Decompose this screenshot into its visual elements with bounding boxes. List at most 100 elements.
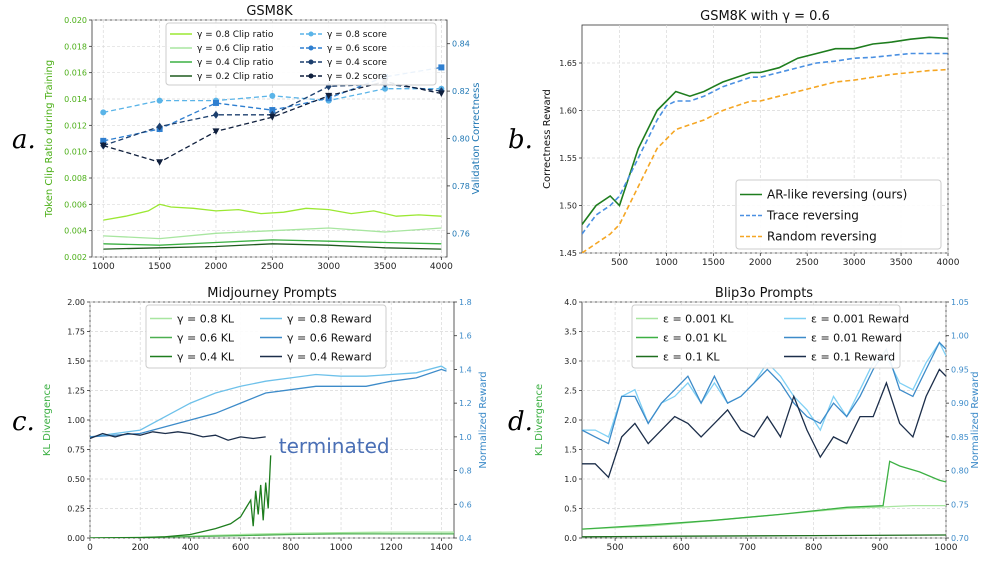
y-tick-label: 2.00 xyxy=(67,298,85,307)
legend-box xyxy=(631,304,901,369)
chart-title: Midjourney Prompts xyxy=(207,286,337,301)
legend-label: γ = 0.6 Clip ratio xyxy=(197,44,274,54)
legend-label: ε = 0.001 Reward xyxy=(811,312,909,325)
y-right-axis-label: Normalized Reward xyxy=(970,371,981,468)
y-tick-label: 2.0 xyxy=(564,416,577,425)
data-point-0-6-score xyxy=(100,137,107,144)
legend-label: γ = 0.4 Clip ratio xyxy=(197,58,274,68)
legend-label: AR-like reversing (ours) xyxy=(767,188,907,202)
legend-label: γ = 0.4 KL xyxy=(177,350,235,363)
series-line-0-2-clip-ratio xyxy=(103,243,442,250)
y-right-tick-label: 0.80 xyxy=(452,135,470,144)
y-right-tick-label: 1.4 xyxy=(459,365,472,374)
y-tick-label: 0.0 xyxy=(564,534,577,543)
legend-marker xyxy=(308,31,314,37)
data-point-0-8-score xyxy=(269,92,276,99)
panel-label-c: c. xyxy=(12,407,35,437)
panel-label-a: a. xyxy=(12,125,36,155)
legend-label: γ = 0.8 score xyxy=(327,30,387,40)
series-line-0-8-reward xyxy=(90,365,447,438)
y-right-tick-label: 0.85 xyxy=(951,433,969,442)
y-tick-label: 1.50 xyxy=(559,202,577,211)
x-tick-label: 4000 xyxy=(937,258,960,268)
data-point-0-4-score xyxy=(212,110,219,119)
y-tick-label: 4.0 xyxy=(564,298,577,307)
legend-label: γ = 0.6 Reward xyxy=(287,331,372,344)
x-tick-label: 3500 xyxy=(890,258,913,268)
series-line-0-1-reward xyxy=(582,368,946,479)
y-right-tick-label: 0.82 xyxy=(452,87,470,96)
series-line-0-1-kl xyxy=(582,534,946,538)
legend-label: ε = 0.01 Reward xyxy=(811,331,902,344)
legend-label: ε = 0.1 KL xyxy=(663,350,720,363)
series-group xyxy=(582,36,948,253)
legend-label: γ = 0.4 score xyxy=(327,58,387,68)
y-tick-label: 0.75 xyxy=(67,446,85,455)
data-point-0-2-score xyxy=(156,159,164,166)
chart-panel-c: 0 200 400 600 800 1000 1200 1400 0.00 0.25 0.50 0.7… xyxy=(42,286,489,553)
y-right-tick-label: 0.4 xyxy=(459,534,472,543)
y-right-tick-label: 0.95 xyxy=(951,365,969,374)
y-tick-label: 3.5 xyxy=(564,328,577,337)
y-tick-label: 1.50 xyxy=(67,357,85,366)
chart-title: GSM8K with γ = 0.6 xyxy=(700,9,830,24)
panel-label-d: d. xyxy=(508,407,533,437)
legend-label: γ = 0.8 Reward xyxy=(287,312,372,325)
x-tick-label: 3000 xyxy=(317,262,340,272)
y-tick-label: 0.004 xyxy=(64,227,87,236)
y-tick-label: 1.00 xyxy=(67,416,85,425)
data-point-0-2-score xyxy=(268,114,276,121)
y-tick-label: 0.020 xyxy=(64,16,87,25)
chart-panel-d: 500 600 700 800 900 1000 0.0 0.5 1.0 1.5 2.0 2.5 3.0… xyxy=(534,286,981,553)
x-tick-label: 1000 xyxy=(655,258,678,268)
y-tick-label: 0.006 xyxy=(64,200,87,209)
y-axis-label: Correctness Reward xyxy=(542,89,553,189)
x-tick-label: 1000 xyxy=(935,543,958,553)
legend-marker xyxy=(308,73,314,79)
y-tick-label: 1.0 xyxy=(564,475,577,484)
y-tick-label: 0.010 xyxy=(64,148,87,157)
y-tick-label: 1.60 xyxy=(559,107,577,116)
data-point-0-6-score xyxy=(269,107,276,114)
y-right-tick-label: 0.84 xyxy=(452,40,470,49)
y-tick-label: 0.018 xyxy=(64,42,87,51)
x-tick-label: 400 xyxy=(182,543,199,553)
x-tick-label: 1500 xyxy=(148,262,171,272)
legend-label: γ = 0.8 KL xyxy=(177,312,235,325)
y-tick-label: 0.014 xyxy=(64,95,87,104)
series-line-0-4-kl xyxy=(90,455,272,538)
series-line-random-reversing xyxy=(582,68,948,253)
y-right-tick-label: 1.8 xyxy=(459,298,472,307)
legend-box xyxy=(145,304,387,369)
y-right-tick-label: 1.00 xyxy=(951,332,969,341)
legend-label: γ = 0.2 Clip ratio xyxy=(197,72,274,82)
y-axis-label: KL Divergence xyxy=(534,384,545,456)
legend-label: γ = 0.2 score xyxy=(327,72,387,82)
x-tick-label: 600 xyxy=(673,543,690,553)
y-tick-label: 1.75 xyxy=(67,328,85,337)
series-line-0-6-clip-ratio xyxy=(103,227,442,240)
legend-label: Trace reversing xyxy=(766,209,859,223)
x-tick-label: 3500 xyxy=(374,262,397,272)
y-right-tick-label: 1.05 xyxy=(951,298,969,307)
chart-title: Blip3o Prompts xyxy=(715,286,813,301)
chart-title: GSM8K xyxy=(246,4,293,19)
y-tick-label: 1.45 xyxy=(559,249,577,258)
series-line-0-8-clip-ratio xyxy=(103,203,442,221)
y-right-tick-label: 0.70 xyxy=(951,534,969,543)
x-tick-label: 800 xyxy=(805,543,822,553)
series-line-0-4-reward xyxy=(90,431,266,441)
series-line-ar-like-reversing-ours xyxy=(582,36,948,225)
x-tick-label: 700 xyxy=(739,543,756,553)
y-right-tick-label: 0.78 xyxy=(452,182,470,191)
y-tick-label: 0.016 xyxy=(64,69,87,78)
x-tick-label: 4000 xyxy=(430,262,453,272)
y-tick-label: 2.5 xyxy=(564,387,577,396)
y-tick-label: 1.25 xyxy=(67,387,85,396)
legend-label: Random reversing xyxy=(767,230,877,244)
y-right-tick-label: 1.2 xyxy=(459,399,472,408)
y-tick-label: 0.25 xyxy=(67,505,85,514)
y-tick-label: 1.5 xyxy=(564,446,577,455)
x-tick-label: 1000 xyxy=(330,543,353,553)
